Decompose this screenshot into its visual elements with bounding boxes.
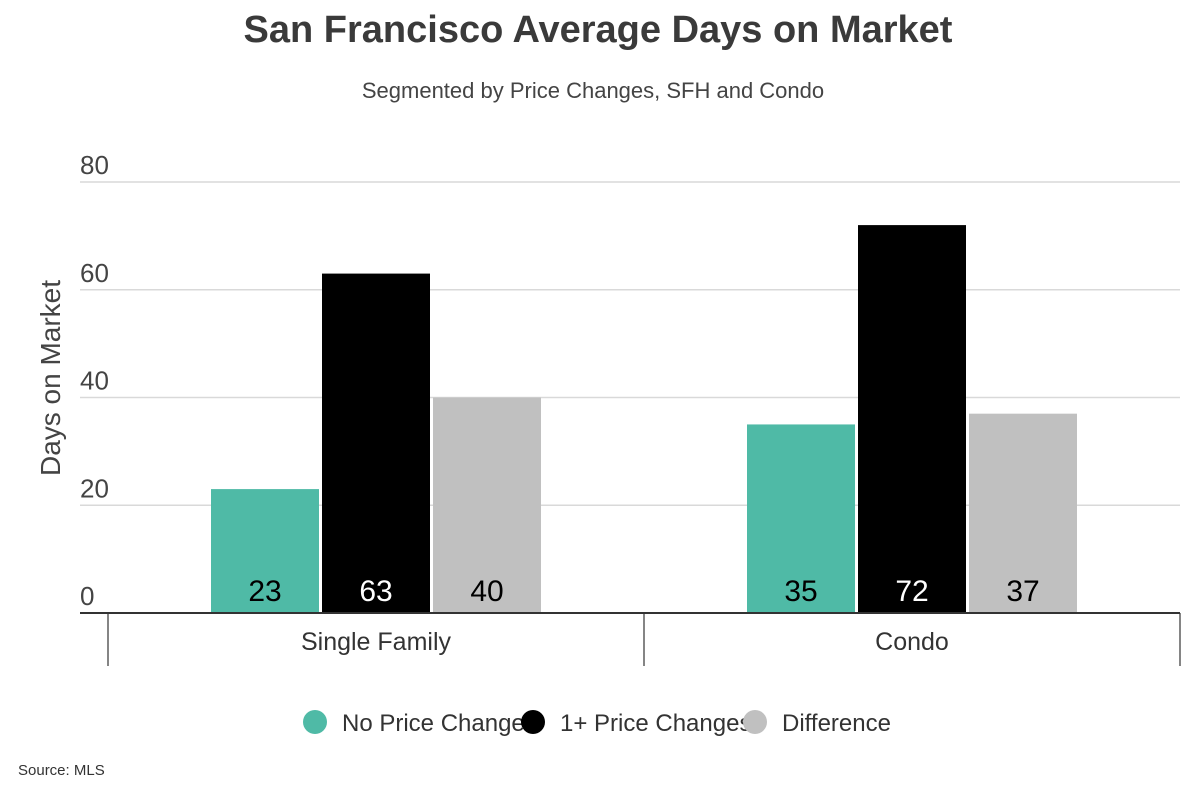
bars <box>211 225 1077 613</box>
y-tick-label: 60 <box>80 258 109 288</box>
y-axis-label: Days on Market <box>35 280 66 476</box>
bar <box>433 397 541 613</box>
data-label: 35 <box>784 575 817 608</box>
legend-label: No Price Change <box>342 710 525 737</box>
bar <box>322 273 430 613</box>
bar <box>211 489 319 613</box>
data-label: 63 <box>359 575 392 608</box>
data-label: 40 <box>470 575 503 608</box>
y-tick-label: 20 <box>80 473 109 503</box>
y-tick-label: 80 <box>80 150 109 180</box>
legend-label: 1+ Price Changes <box>560 710 751 737</box>
source-note: Source: MLS <box>18 762 105 779</box>
data-labels: 23 63 40 35 72 37 <box>248 575 1039 608</box>
x-axis <box>80 612 1181 666</box>
category-label: Single Family <box>301 628 452 656</box>
category-label: Condo <box>875 628 949 656</box>
chart-subtitle: Segmented by Price Changes, SFH and Cond… <box>362 78 824 103</box>
bar <box>858 225 966 613</box>
data-label: 23 <box>248 575 281 608</box>
data-label: 72 <box>895 575 928 608</box>
data-label: 37 <box>1006 575 1039 608</box>
legend-marker <box>743 710 767 734</box>
legend-marker <box>521 710 545 734</box>
category-labels: Single Family Condo <box>301 628 949 656</box>
y-tick-label: 0 <box>80 581 94 611</box>
legend-marker <box>303 710 327 734</box>
y-tick-labels: 0 20 40 60 80 <box>80 150 109 611</box>
legend: No Price Change 1+ Price Changes Differenc… <box>303 710 891 737</box>
legend-label: Difference <box>782 710 891 737</box>
bar <box>747 424 855 613</box>
chart-title: San Francisco Average Days on Market <box>244 9 953 51</box>
bar <box>969 413 1077 613</box>
y-tick-label: 40 <box>80 366 109 396</box>
